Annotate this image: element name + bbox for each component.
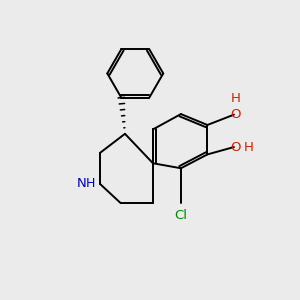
- Text: H: H: [244, 141, 254, 154]
- Text: N: N: [77, 177, 87, 190]
- Text: O: O: [230, 141, 241, 154]
- Text: H: H: [230, 92, 240, 105]
- Text: H: H: [86, 177, 95, 190]
- Text: O: O: [230, 108, 241, 121]
- Text: Cl: Cl: [174, 209, 188, 223]
